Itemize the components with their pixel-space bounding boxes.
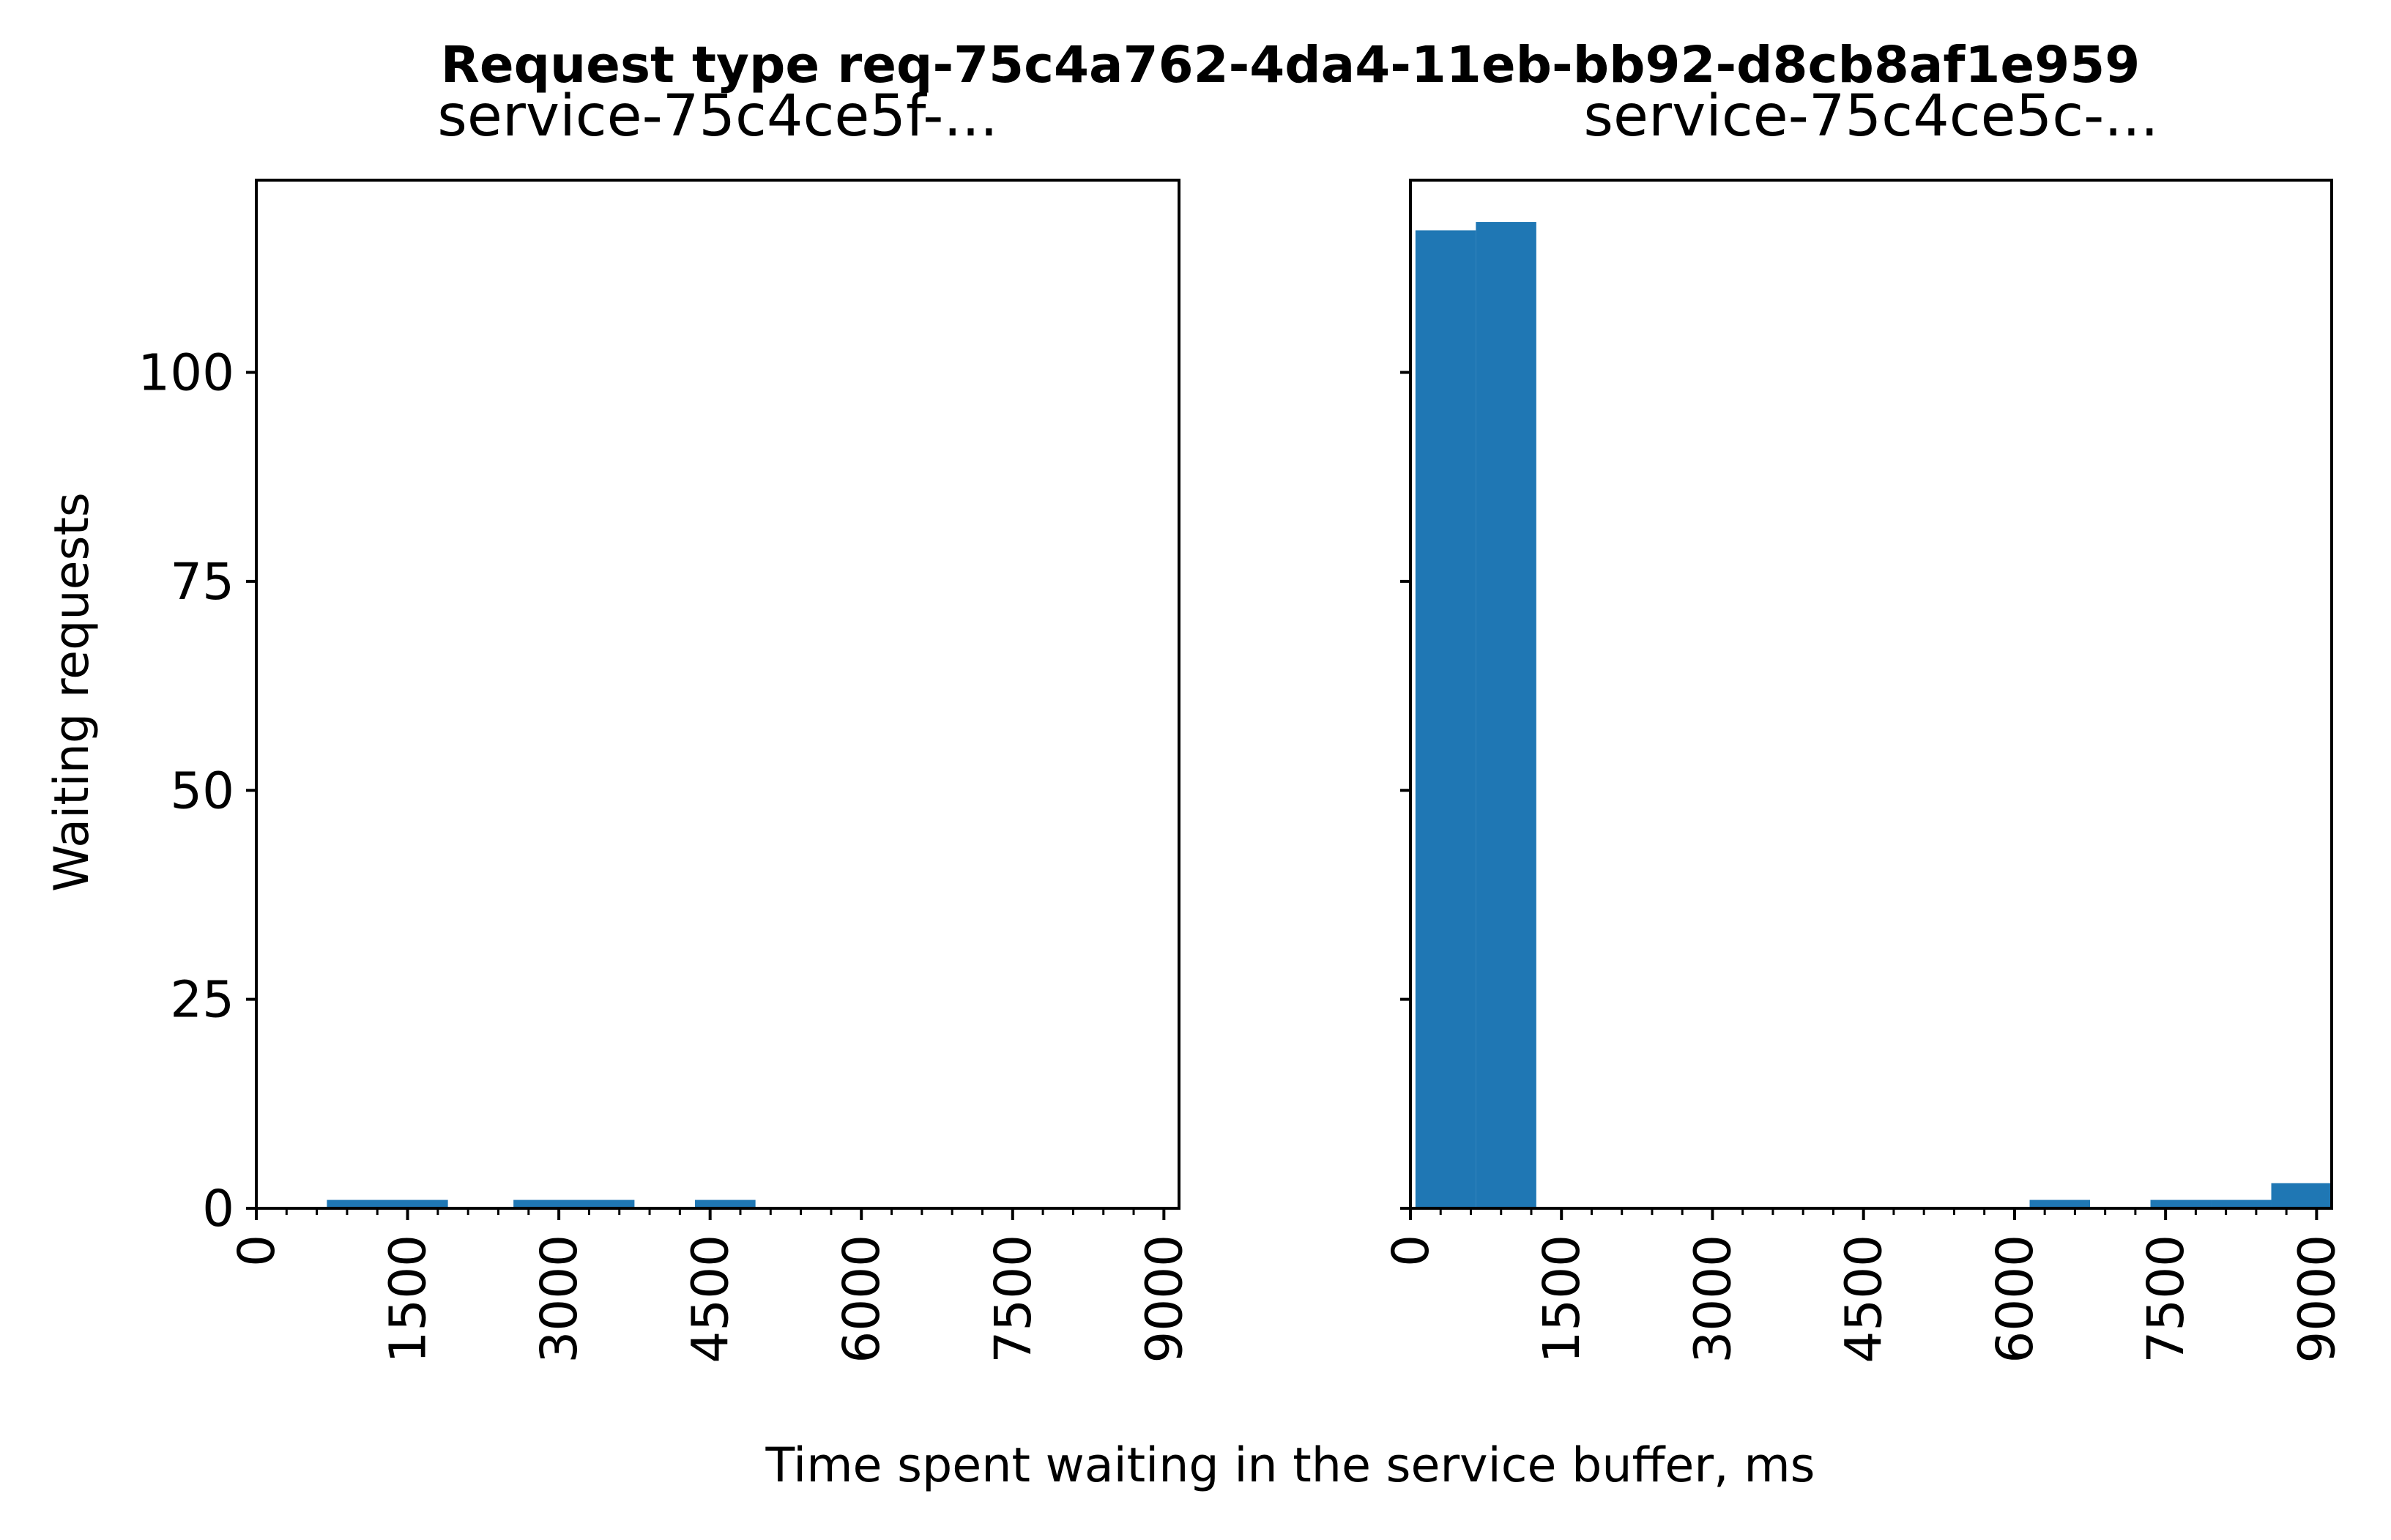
histogram-bar [2029, 1199, 2091, 1208]
y-tick-label: 75 [170, 553, 234, 611]
y-tick-label: 100 [138, 344, 234, 403]
x-tick-label: 6000 [1986, 1235, 2045, 1364]
histogram-bar [513, 1199, 635, 1208]
x-tick-label: 1500 [379, 1235, 438, 1364]
figure-suptitle: Request type req-75c4a762-4da4-11eb-bb92… [441, 36, 2141, 94]
subplot-right: service-75c4ce5c-... 0 1500 3000 4500 6000 750… [1382, 83, 2346, 1364]
subplot-title: service-75c4ce5f-... [437, 83, 998, 149]
x-tick-label: 0 [1382, 1235, 1440, 1267]
x-tick-label: 9000 [2288, 1235, 2346, 1364]
y-tick-label: 50 [170, 762, 234, 820]
x-tick-label: 1500 [1533, 1235, 1591, 1364]
histogram-bar [2150, 1199, 2212, 1208]
x-tick-label: 4500 [1835, 1235, 1894, 1364]
histogram-bar [695, 1199, 756, 1208]
x-tick-label: 9000 [1135, 1235, 1194, 1364]
x-tick-label: 7500 [2137, 1235, 2195, 1364]
x-tick-label: 7500 [984, 1235, 1043, 1364]
histogram-bar [2271, 1183, 2332, 1208]
y-axis-label: Waiting requests [45, 492, 100, 892]
y-tick-label: 25 [170, 971, 234, 1030]
histogram-bar [2211, 1199, 2272, 1208]
x-tick-label: 3000 [1684, 1235, 1742, 1364]
x-tick-label: 3000 [530, 1235, 589, 1364]
x-tick-label: 0 [228, 1235, 286, 1267]
subplot-left: service-75c4ce5f-... 0 25 50 75 100 0 1500 3000 4… [138, 83, 1194, 1364]
x-tick-label: 6000 [833, 1235, 891, 1364]
histogram-bar [1415, 230, 1476, 1208]
subplot-title: service-75c4ce5c-... [1583, 83, 2158, 149]
y-tick-label: 0 [202, 1180, 234, 1238]
plot-frame [1409, 179, 2333, 1210]
x-tick-label: 4500 [682, 1235, 740, 1364]
histogram-bar [1476, 222, 1536, 1208]
x-axis-label: Time spent waiting in the service buffer… [765, 1438, 1815, 1493]
plot-frame [255, 179, 1180, 1210]
histogram-bar [327, 1199, 448, 1208]
